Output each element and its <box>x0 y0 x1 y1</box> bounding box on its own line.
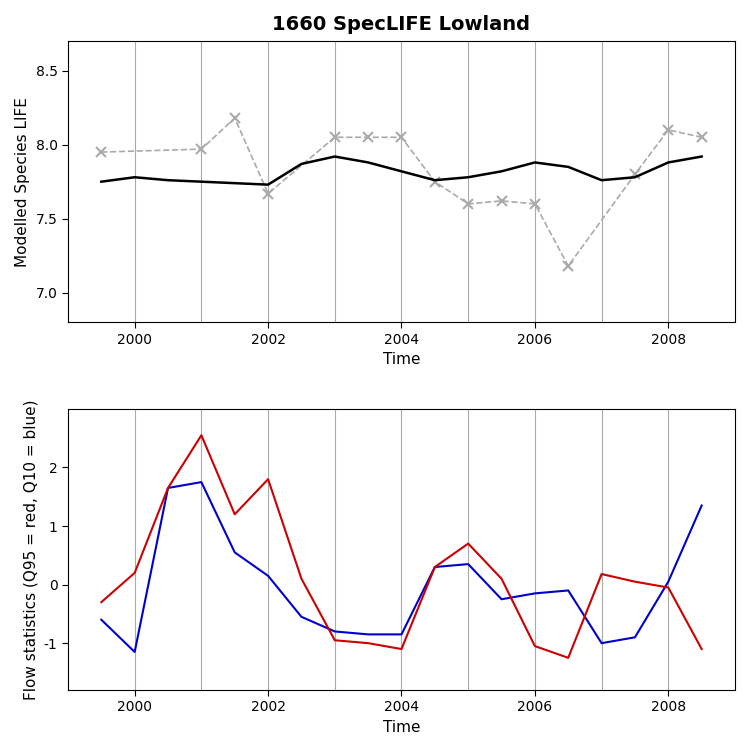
Title: 1660 SpecLIFE Lowland: 1660 SpecLIFE Lowland <box>272 15 530 34</box>
Y-axis label: Flow statistics (Q95 = red, Q10 = blue): Flow statistics (Q95 = red, Q10 = blue) <box>23 399 38 700</box>
X-axis label: Time: Time <box>382 720 420 735</box>
X-axis label: Time: Time <box>382 352 420 368</box>
Y-axis label: Modelled Species LIFE: Modelled Species LIFE <box>15 97 30 266</box>
